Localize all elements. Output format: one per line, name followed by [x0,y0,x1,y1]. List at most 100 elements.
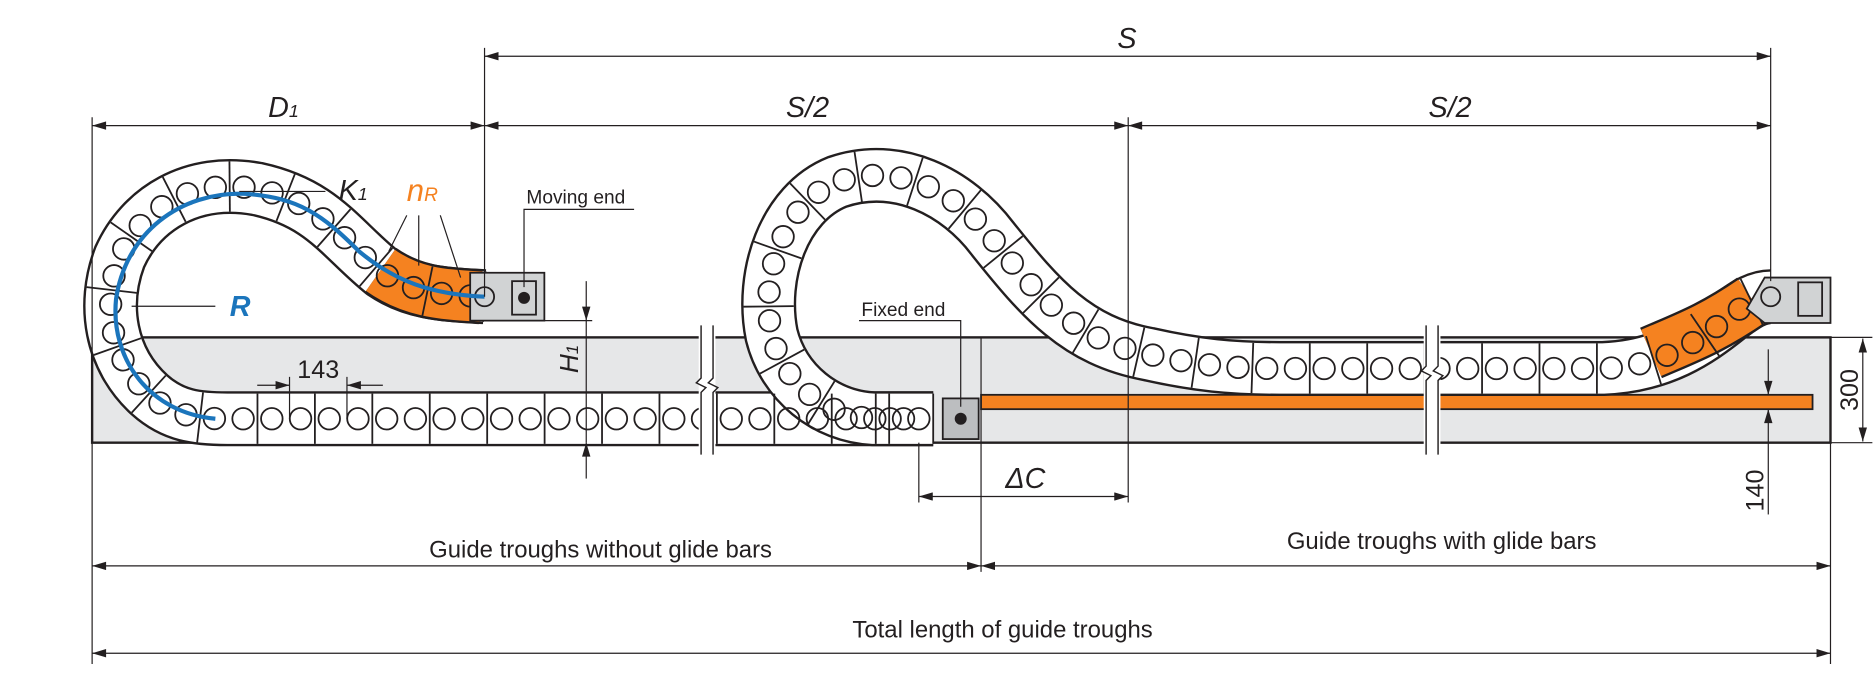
chain-link-pin [633,407,657,431]
chain-link-pin [761,252,786,276]
chain-link-joint [743,305,794,308]
chain-link-pin [1000,251,1024,275]
chain-link-joint [906,157,924,206]
chain-link-pin [231,407,255,431]
chain-link-joint [1690,313,1720,357]
chain-link-pin [764,336,788,361]
chain-link-joint [753,240,802,260]
label-K1: K1 [339,175,368,207]
chain-link-pin [1141,343,1165,367]
bend-radius-curve [113,191,485,421]
chain-link-joint [358,247,394,287]
label-total-length: Total length of guide troughs [852,617,1152,644]
label-nR: nR [407,173,438,208]
chain-link-pin [907,407,931,431]
chain-link-joint [789,182,826,221]
label-delta-C: ΔC [1004,463,1045,495]
chain-link-pin [1456,356,1480,381]
chain-link-pin [98,292,123,316]
chain-link-pin [889,166,913,190]
chain-link-pin [1398,356,1422,381]
chain-link-pin [849,405,874,430]
label-moving-end: Moving end [526,187,625,208]
chain-link-pin [757,309,782,333]
chain-link-pin [128,213,152,238]
chain-link-pin [941,189,965,213]
chain-link-joint [110,221,153,252]
chain-link-pin [1369,356,1394,381]
chain-link-pin [375,407,399,431]
chain-link-pin [403,407,428,431]
chain-link-pin [1197,353,1222,377]
break-marks [695,325,1445,455]
chain-link-pin [148,391,172,415]
chain-link-pin [1019,273,1043,297]
chain-link-pin [832,168,856,192]
label-D1: D1 [268,92,299,124]
chain-link-pin [102,264,126,288]
chain-link-pin [1542,356,1566,381]
chain-link-joint [86,286,137,294]
chain-link-pin [834,407,858,431]
chain-link-pin [963,207,988,231]
fixed-end-bracket [941,397,980,440]
chain-link-pin [604,407,629,431]
chain-link-pin [748,407,772,431]
chain-link-joint [131,374,167,414]
chain-link-pin [547,407,571,431]
chain-link-pin [1039,293,1064,317]
chain-link-joint [1250,342,1255,394]
label-143: 143 [297,356,339,384]
chain-link-pin [1113,336,1137,361]
chain-link-pin [1255,356,1279,381]
chain-link-joint [1190,337,1200,388]
chain-link-pin [786,200,810,224]
chain-link-pin [878,407,902,431]
chain-link-pin [863,407,887,431]
chain-link-pin [232,175,256,199]
chain-link-joint [1072,308,1100,354]
chain-link-pin [1226,355,1250,379]
chain-link-joint [983,235,1024,269]
chain-link-pin [806,180,831,204]
chain-link-pin [778,362,802,386]
label-S-half-right: S/2 [1428,92,1471,124]
chain-link-joint [1132,327,1146,377]
label-300: 300 [1836,369,1864,411]
chain-link-joint [161,176,187,223]
label-without-glide-bars: Guide troughs without glide bars [429,537,772,564]
chain-link-pin [860,163,885,188]
chain-link-pin [1681,330,1705,355]
chain-link-pin [461,407,485,431]
chain-link-pin [353,245,377,270]
chain-link-pin [1599,356,1623,380]
chain-link-pin [518,407,542,431]
chain-link-joint [1022,276,1060,314]
chain-link-pin [797,382,822,407]
chain-link-pin [127,372,151,396]
chain-link-pin [1704,314,1729,339]
chain-link-pin [662,407,686,431]
chain-link-joint [1645,335,1662,385]
chain-link-pin [1570,356,1595,381]
chain-link-pin [1655,343,1679,367]
chain-link-pin [1086,326,1110,350]
chain-link-pin [101,321,126,345]
chain-link-pin [771,225,795,249]
chain-link-pin [311,207,335,231]
chain-link-pin [432,407,456,431]
chain-link-pin [576,407,600,431]
chain-link-joint [807,380,836,425]
chain-link-pin [916,175,940,199]
chain-link-pin [719,407,743,431]
chain-link-joint [947,189,982,230]
moving-end-bracket-right [1745,276,1832,324]
label-with-glide-bars: Guide troughs with glide bars [1287,528,1597,555]
chain-link-pin [1513,356,1537,381]
label-fixed-end: Fixed end [861,300,945,321]
chain-link-pin [982,229,1006,253]
chain-link-joint [275,173,296,222]
chain-link-pin [332,226,357,250]
chain-link-pin [891,407,916,431]
